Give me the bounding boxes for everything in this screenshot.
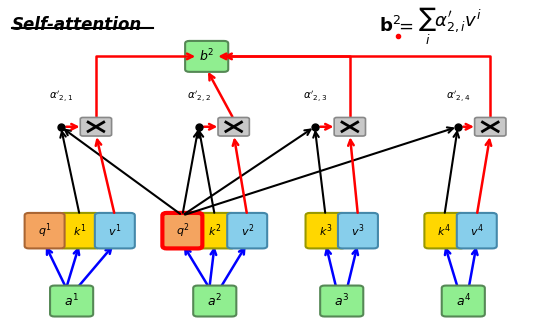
Text: $\alpha'_{2,4}$: $\alpha'_{2,4}$ bbox=[446, 89, 470, 104]
Text: $a^4$: $a^4$ bbox=[456, 293, 471, 309]
Text: $k^4$: $k^4$ bbox=[438, 222, 451, 239]
FancyBboxPatch shape bbox=[50, 286, 93, 317]
FancyBboxPatch shape bbox=[195, 213, 235, 248]
FancyBboxPatch shape bbox=[457, 213, 497, 248]
Text: $q^1$: $q^1$ bbox=[37, 221, 52, 240]
FancyBboxPatch shape bbox=[441, 286, 485, 317]
FancyBboxPatch shape bbox=[60, 213, 100, 248]
Text: $a^3$: $a^3$ bbox=[334, 293, 349, 309]
Text: $\alpha'_{2,1}$: $\alpha'_{2,1}$ bbox=[49, 89, 73, 104]
FancyBboxPatch shape bbox=[80, 117, 112, 136]
FancyBboxPatch shape bbox=[218, 117, 249, 136]
Text: $v^2$: $v^2$ bbox=[241, 222, 254, 239]
Text: $v^4$: $v^4$ bbox=[470, 222, 484, 239]
Text: $b^2$: $b^2$ bbox=[199, 48, 214, 65]
Text: $\mathbf{b}^2$: $\mathbf{b}^2$ bbox=[380, 16, 401, 36]
FancyBboxPatch shape bbox=[306, 213, 345, 248]
FancyBboxPatch shape bbox=[338, 213, 378, 248]
Text: $=$: $=$ bbox=[395, 17, 413, 35]
FancyBboxPatch shape bbox=[24, 213, 65, 248]
FancyBboxPatch shape bbox=[320, 286, 363, 317]
FancyBboxPatch shape bbox=[185, 41, 228, 72]
Text: Self-attention: Self-attention bbox=[12, 16, 142, 34]
Text: $a^1$: $a^1$ bbox=[64, 293, 79, 309]
Text: $\sum_i \alpha^\prime_{2,i} v^i$: $\sum_i \alpha^\prime_{2,i} v^i$ bbox=[418, 6, 482, 47]
FancyBboxPatch shape bbox=[193, 286, 236, 317]
FancyBboxPatch shape bbox=[425, 213, 464, 248]
Text: $q^2$: $q^2$ bbox=[175, 221, 189, 240]
Text: $a^2$: $a^2$ bbox=[207, 293, 222, 309]
FancyBboxPatch shape bbox=[227, 213, 267, 248]
Text: $k^2$: $k^2$ bbox=[208, 222, 222, 239]
FancyBboxPatch shape bbox=[475, 117, 506, 136]
Text: $k^3$: $k^3$ bbox=[319, 222, 332, 239]
Text: $k^1$: $k^1$ bbox=[73, 222, 86, 239]
Text: $\alpha'_{2,3}$: $\alpha'_{2,3}$ bbox=[302, 89, 327, 104]
FancyBboxPatch shape bbox=[334, 117, 365, 136]
Text: $v^1$: $v^1$ bbox=[108, 222, 122, 239]
Text: $\alpha'_{2,2}$: $\alpha'_{2,2}$ bbox=[187, 89, 211, 104]
FancyBboxPatch shape bbox=[162, 213, 203, 248]
Text: $v^3$: $v^3$ bbox=[351, 222, 364, 239]
FancyBboxPatch shape bbox=[95, 213, 135, 248]
